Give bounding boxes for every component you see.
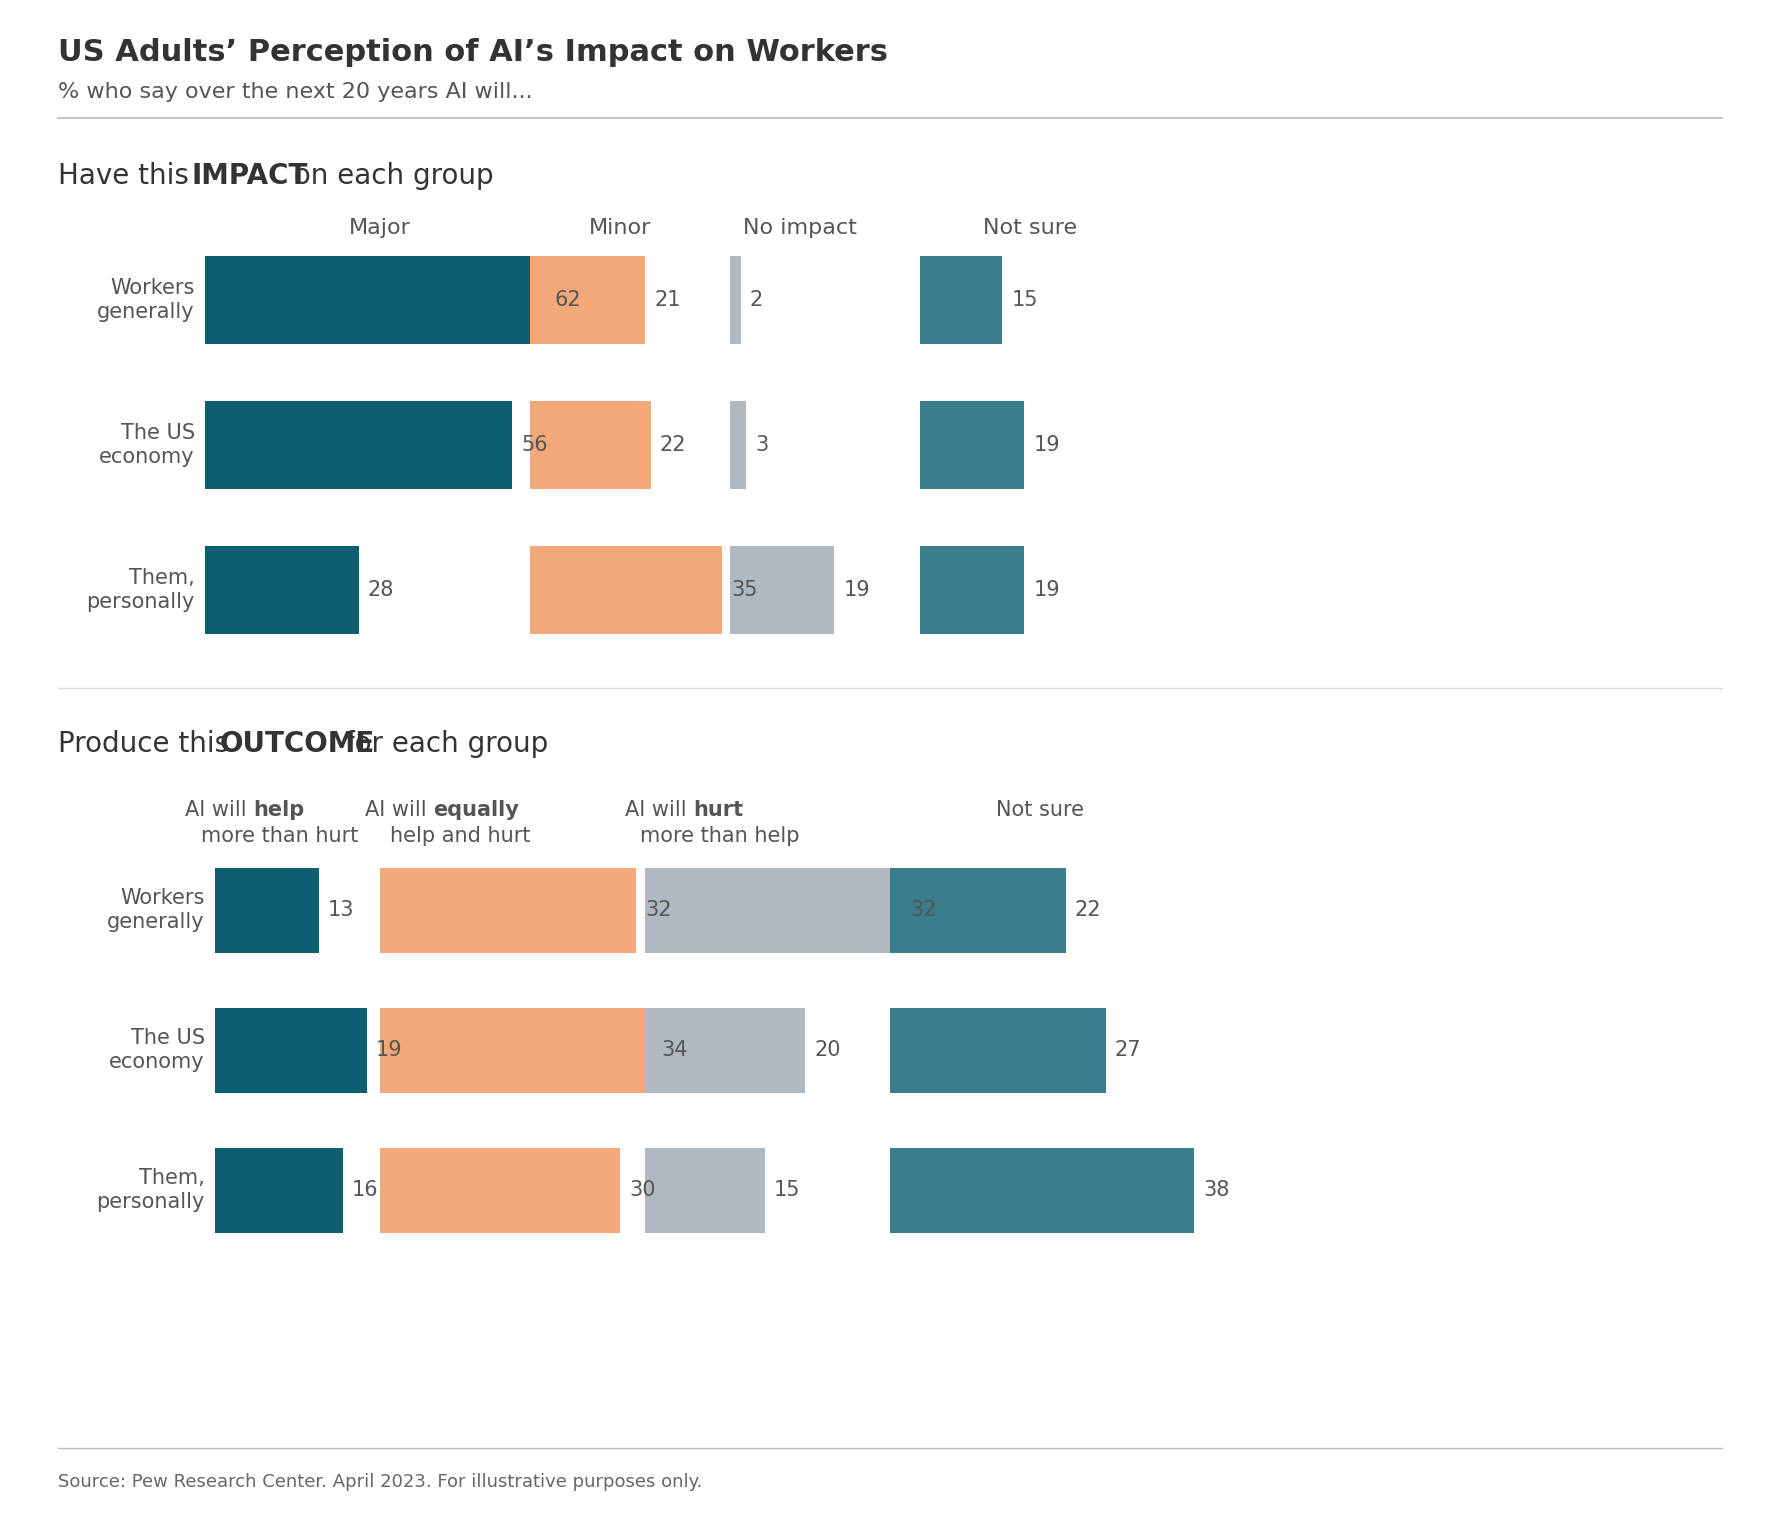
- Text: 16: 16: [352, 1180, 379, 1200]
- Text: Produce this: Produce this: [59, 730, 239, 757]
- Text: US Adults’ Perception of AI’s Impact on Workers: US Adults’ Perception of AI’s Impact on …: [59, 38, 888, 68]
- Bar: [215, 868, 319, 952]
- Text: Major: Major: [349, 218, 411, 238]
- Text: Have this: Have this: [59, 161, 198, 190]
- Text: IMPACT: IMPACT: [192, 161, 308, 190]
- Bar: [379, 1147, 619, 1232]
- Text: 22: 22: [660, 435, 685, 455]
- Bar: [920, 401, 1023, 488]
- Text: 35: 35: [732, 581, 758, 601]
- Text: 28: 28: [367, 581, 393, 601]
- Text: Workers
generally: Workers generally: [107, 888, 205, 932]
- Text: AI will: AI will: [365, 800, 433, 820]
- Text: Workers
generally: Workers generally: [98, 278, 196, 321]
- Text: 19: 19: [376, 1040, 402, 1060]
- Text: AI will: AI will: [185, 800, 253, 820]
- Text: % who say over the next 20 years AI will...: % who say over the next 20 years AI will…: [59, 81, 532, 101]
- Text: Them,
personally: Them, personally: [87, 568, 196, 611]
- Text: help: help: [253, 800, 304, 820]
- Text: 56: 56: [522, 435, 548, 455]
- Text: 27: 27: [1114, 1040, 1141, 1060]
- Text: 19: 19: [1032, 581, 1059, 601]
- Bar: [730, 545, 835, 634]
- Bar: [644, 1147, 765, 1232]
- Text: OUTCOME: OUTCOME: [221, 730, 376, 757]
- Text: 20: 20: [813, 1040, 840, 1060]
- Text: Them,
personally: Them, personally: [96, 1169, 205, 1212]
- Text: No impact: No impact: [742, 218, 856, 238]
- Bar: [530, 401, 651, 488]
- Text: AI will: AI will: [625, 800, 692, 820]
- Bar: [920, 545, 1023, 634]
- Text: Minor: Minor: [589, 218, 651, 238]
- Text: 22: 22: [1075, 900, 1102, 920]
- Bar: [379, 868, 635, 952]
- Bar: [644, 868, 901, 952]
- Bar: [920, 257, 1002, 344]
- Bar: [890, 1008, 1105, 1092]
- Bar: [205, 545, 358, 634]
- Text: on each group: on each group: [285, 161, 493, 190]
- Bar: [730, 401, 746, 488]
- Text: Not sure: Not sure: [997, 800, 1084, 820]
- Text: for each group: for each group: [336, 730, 548, 757]
- Bar: [379, 1008, 651, 1092]
- Bar: [205, 401, 513, 488]
- Bar: [644, 1008, 805, 1092]
- Text: 13: 13: [328, 900, 354, 920]
- Text: 15: 15: [774, 1180, 801, 1200]
- Text: 32: 32: [644, 900, 671, 920]
- Text: 15: 15: [1011, 290, 1038, 310]
- Text: 2: 2: [749, 290, 764, 310]
- Text: 19: 19: [844, 581, 870, 601]
- Text: 38: 38: [1203, 1180, 1230, 1200]
- Text: more than help: more than help: [641, 826, 799, 846]
- Text: equally: equally: [433, 800, 520, 820]
- Text: Not sure: Not sure: [983, 218, 1077, 238]
- Text: 21: 21: [655, 290, 680, 310]
- Text: Source: Pew Research Center. April 2023. For illustrative purposes only.: Source: Pew Research Center. April 2023.…: [59, 1473, 703, 1491]
- Text: more than hurt: more than hurt: [201, 826, 360, 846]
- Text: 62: 62: [554, 290, 580, 310]
- Bar: [215, 1008, 367, 1092]
- Text: help and hurt: help and hurt: [390, 826, 530, 846]
- Bar: [730, 257, 740, 344]
- Text: The US
economy: The US economy: [109, 1029, 205, 1072]
- Bar: [530, 545, 723, 634]
- Text: 34: 34: [660, 1040, 687, 1060]
- Text: 32: 32: [910, 900, 936, 920]
- Text: The US
economy: The US economy: [100, 424, 196, 467]
- Text: hurt: hurt: [692, 800, 742, 820]
- Text: 30: 30: [628, 1180, 655, 1200]
- Bar: [890, 1147, 1194, 1232]
- Bar: [890, 868, 1066, 952]
- Bar: [215, 1147, 344, 1232]
- Bar: [205, 257, 545, 344]
- Text: 19: 19: [1032, 435, 1059, 455]
- Bar: [530, 257, 644, 344]
- Text: 3: 3: [755, 435, 769, 455]
